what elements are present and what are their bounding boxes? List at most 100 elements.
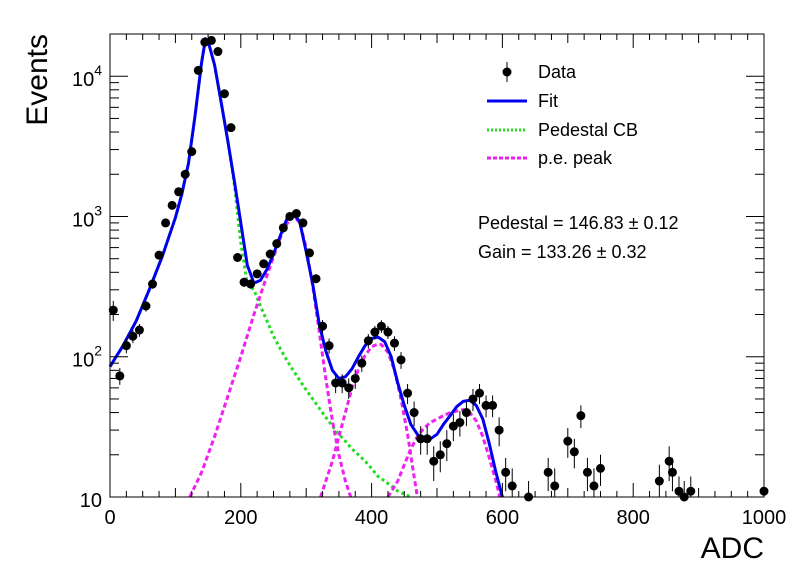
data-marker: [383, 327, 393, 337]
data-point: [396, 352, 406, 369]
data-point: [233, 252, 243, 262]
plot-frame: [109, 33, 765, 498]
fit-result-text: Gain = 133.26 ± 0.32: [478, 242, 647, 262]
data-marker: [686, 486, 696, 496]
data-point: [475, 383, 485, 405]
data-marker: [363, 336, 373, 346]
data-marker: [589, 481, 599, 491]
data-marker: [468, 394, 478, 404]
legend-label: Data: [538, 62, 577, 82]
legend-entry: Data: [502, 62, 577, 82]
data-marker: [403, 388, 413, 398]
y-tick-base: 10: [80, 490, 102, 512]
data-point: [272, 239, 282, 249]
data-point: [331, 374, 341, 394]
data-marker: [193, 65, 203, 75]
data-point: [324, 338, 334, 354]
data-point: [134, 324, 144, 337]
data-marker: [324, 341, 334, 351]
data-marker: [134, 325, 144, 335]
data-marker: [337, 378, 347, 388]
data-marker: [318, 321, 328, 331]
data-point: [128, 330, 138, 344]
y-tick-label: 104: [72, 62, 102, 91]
data-marker: [448, 421, 458, 431]
data-marker: [674, 486, 684, 496]
data-marker: [246, 279, 256, 289]
data-point: [461, 401, 471, 427]
data-marker: [481, 400, 491, 410]
data-point: [488, 395, 498, 418]
data-marker: [121, 341, 131, 351]
data-point: [582, 457, 592, 492]
data-marker: [331, 378, 341, 388]
data-point: [357, 355, 367, 372]
data-marker: [435, 450, 445, 460]
x-tick-label: 1000: [742, 507, 787, 529]
data-point: [187, 147, 197, 157]
data-marker: [291, 209, 301, 219]
data-point: [654, 464, 664, 497]
data-point: [174, 187, 184, 197]
data-marker: [311, 274, 321, 284]
y-tick-exponent: 4: [94, 62, 102, 78]
x-tick-label: 800: [617, 507, 650, 529]
data-marker: [259, 259, 269, 269]
x-tick-label: 0: [104, 507, 115, 529]
data-point: [226, 123, 236, 133]
data-point: [435, 441, 445, 473]
data-point: [167, 200, 177, 210]
data-marker: [654, 476, 664, 486]
data-point: [569, 438, 579, 469]
y-tick-exponent: 3: [94, 202, 102, 218]
x-axis-title: ADC: [701, 532, 764, 565]
data-point: [337, 374, 347, 394]
data-marker: [370, 327, 380, 337]
data-marker: [396, 355, 406, 365]
data-point: [494, 417, 504, 447]
data-marker: [494, 425, 504, 435]
data-marker: [422, 434, 432, 444]
y-tick-base: 10: [72, 209, 94, 231]
y-tick-base: 10: [72, 350, 94, 372]
data-marker: [563, 436, 573, 446]
chart-data-points: [108, 35, 769, 502]
data-marker: [667, 467, 677, 477]
data-point: [259, 259, 269, 269]
data-point: [524, 481, 534, 502]
x-tick-label: 600: [486, 507, 519, 529]
y-tick-label: 10: [80, 490, 102, 512]
data-marker: [389, 338, 399, 348]
data-marker: [219, 89, 229, 99]
axis-ticks: [109, 33, 765, 498]
data-marker: [141, 301, 151, 311]
data-marker: [461, 408, 471, 418]
data-point: [589, 468, 599, 497]
data-point: [180, 169, 190, 179]
data-point: [304, 248, 314, 258]
data-point: [389, 336, 399, 351]
data-marker: [550, 481, 560, 491]
fit-result-text: Pedestal = 146.83 ± 0.12: [478, 213, 679, 233]
data-point: [161, 218, 171, 228]
data-point: [674, 476, 684, 497]
data-marker: [298, 218, 308, 228]
legend: Data Fit Pedestal CB p.e. peak: [487, 62, 638, 168]
data-marker: [488, 400, 498, 410]
legend-label: Fit: [538, 91, 558, 111]
legend-marker: [502, 67, 512, 77]
data-point: [429, 446, 439, 482]
data-point: [291, 209, 301, 219]
data-marker: [226, 123, 236, 133]
data-marker: [115, 371, 125, 381]
data-point: [363, 334, 373, 349]
data-point: [318, 319, 328, 334]
data-point: [563, 428, 573, 458]
data-point: [311, 274, 321, 284]
data-point: [468, 388, 478, 412]
data-marker: [576, 411, 586, 421]
data-marker: [265, 249, 275, 259]
data-point: [370, 325, 380, 339]
legend-entry: p.e. peak: [487, 148, 613, 168]
